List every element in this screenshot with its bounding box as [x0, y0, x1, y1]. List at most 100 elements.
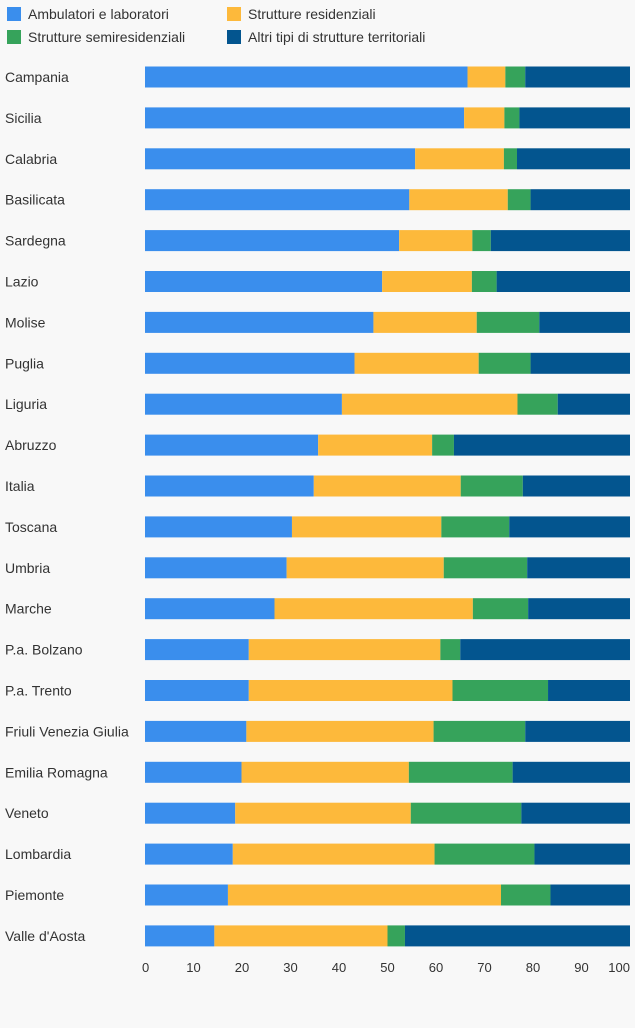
- category-label-basilicata: Basilicata: [5, 192, 65, 208]
- bar-campania-altri-tipi-di-strutture-territoriali: [525, 66, 630, 88]
- bar-row-campania: [145, 66, 630, 88]
- bar-calabria-strutture-semiresidenziali: [503, 148, 517, 170]
- legend-swatch-strutture-semiresidenziali: [7, 30, 21, 44]
- bar-umbria-strutture-residenziali: [286, 557, 444, 579]
- bar-umbria-ambulatori-e-laboratori: [145, 557, 287, 579]
- bar-lombardia-ambulatori-e-laboratori: [145, 843, 233, 865]
- category-label-p-a-bolzano: P.a. Bolzano: [5, 642, 83, 658]
- bar-puglia-strutture-semiresidenziali: [478, 352, 531, 374]
- category-label-valle-d-aosta: Valle d'Aosta: [5, 928, 85, 944]
- bar-puglia-ambulatori-e-laboratori: [145, 352, 355, 374]
- bar-sicilia-strutture-semiresidenziali: [504, 107, 520, 129]
- x-axis-ticks: 0 10 20 30 40 50 60 70 80 90 100: [142, 960, 630, 975]
- bar-row-lombardia: [145, 843, 630, 865]
- category-label-toscana: Toscana: [5, 519, 57, 535]
- bar-row-marche: [145, 598, 630, 620]
- x-tick-label-30: 30: [283, 960, 297, 975]
- category-label-italia: Italia: [5, 478, 35, 494]
- bar-sicilia-ambulatori-e-laboratori: [145, 107, 465, 129]
- bar-row-abruzzo: [145, 434, 630, 456]
- x-tick-label-90: 90: [574, 960, 588, 975]
- bar-abruzzo-altri-tipi-di-strutture-territoriali: [453, 434, 630, 456]
- bar-lazio-strutture-residenziali: [382, 271, 472, 292]
- category-label-campania: Campania: [5, 69, 69, 85]
- bar-row-friuli-venezia-giulia: [145, 720, 630, 742]
- bar-p-a-trento-altri-tipi-di-strutture-territoriali: [548, 680, 630, 701]
- y-axis-labels: Campania Sicilia Calabria Basilicata Sardegn…: [5, 69, 129, 944]
- category-label-abruzzo: Abruzzo: [5, 437, 57, 453]
- bar-p-a-bolzano-strutture-residenziali: [248, 639, 441, 661]
- x-tick-label-100: 100: [608, 960, 630, 975]
- bar-valle-d-aosta-strutture-residenziali: [214, 925, 388, 947]
- category-label-veneto: Veneto: [5, 805, 49, 821]
- bar-row-puglia: [145, 352, 630, 374]
- bar-row-italia: [145, 475, 630, 497]
- bar-italia-strutture-residenziali: [313, 475, 461, 497]
- bar-lazio-strutture-semiresidenziali: [471, 271, 497, 292]
- bar-row-sardegna: [145, 230, 630, 252]
- bar-emilia-romagna-altri-tipi-di-strutture-territoriali: [512, 761, 630, 783]
- legend-label-ambulatori-e-laboratori: Ambulatori e laboratori: [28, 6, 169, 22]
- bar-row-calabria: [145, 148, 630, 170]
- bar-italia-ambulatori-e-laboratori: [145, 475, 314, 497]
- bar-molise-strutture-semiresidenziali: [476, 311, 540, 333]
- x-tick-label-40: 40: [332, 960, 346, 975]
- x-tick-label-80: 80: [526, 960, 540, 975]
- x-tick-label-70: 70: [477, 960, 491, 975]
- bar-calabria-altri-tipi-di-strutture-territoriali: [516, 148, 630, 170]
- bar-italia-strutture-semiresidenziali: [460, 475, 523, 497]
- bar-marche-ambulatori-e-laboratori: [145, 598, 275, 620]
- bar-p-a-trento-strutture-semiresidenziali: [452, 680, 549, 701]
- bar-abruzzo-strutture-semiresidenziali: [432, 434, 454, 456]
- bar-abruzzo-ambulatori-e-laboratori: [145, 434, 319, 456]
- category-label-lombardia: Lombardia: [5, 846, 71, 862]
- bar-campania-ambulatori-e-laboratori: [145, 66, 468, 88]
- bar-sardegna-strutture-residenziali: [399, 230, 473, 252]
- bar-lazio-altri-tipi-di-strutture-territoriali: [496, 271, 630, 292]
- bar-p-a-bolzano-altri-tipi-di-strutture-territoriali: [460, 639, 630, 661]
- legend-label-altri-tipi-di-strutture-territoriali: Altri tipi di strutture territoriali: [248, 29, 425, 45]
- category-label-puglia: Puglia: [5, 355, 44, 371]
- category-label-sicilia: Sicilia: [5, 110, 42, 126]
- bar-row-toscana: [145, 516, 630, 538]
- bar-basilicata-ambulatori-e-laboratori: [145, 189, 410, 211]
- bar-lombardia-altri-tipi-di-strutture-territoriali: [534, 843, 630, 865]
- bar-veneto-ambulatori-e-laboratori: [145, 802, 236, 824]
- category-label-emilia-romagna: Emilia Romagna: [5, 764, 108, 780]
- bar-piemonte-ambulatori-e-laboratori: [145, 884, 228, 906]
- bar-liguria-strutture-semiresidenziali: [517, 393, 558, 415]
- bar-row-valle-d-aosta: [145, 925, 630, 947]
- bar-sardegna-ambulatori-e-laboratori: [145, 230, 400, 252]
- bar-p-a-trento-ambulatori-e-laboratori: [145, 680, 249, 701]
- bar-row-liguria: [145, 393, 630, 415]
- x-tick-label-50: 50: [380, 960, 394, 975]
- bar-toscana-ambulatori-e-laboratori: [145, 516, 292, 538]
- bar-valle-d-aosta-ambulatori-e-laboratori: [145, 925, 215, 947]
- bar-puglia-altri-tipi-di-strutture-territoriali: [530, 352, 630, 374]
- bar-basilicata-strutture-residenziali: [409, 189, 508, 211]
- bar-basilicata-strutture-semiresidenziali: [507, 189, 531, 211]
- bar-lombardia-strutture-residenziali: [232, 843, 435, 865]
- bar-toscana-strutture-residenziali: [291, 516, 442, 538]
- category-label-p-a-trento: P.a. Trento: [5, 683, 72, 699]
- bars: [145, 66, 630, 947]
- bar-row-p-a-trento: [145, 680, 630, 701]
- bar-campania-strutture-residenziali: [467, 66, 506, 88]
- category-label-lazio: Lazio: [5, 274, 39, 290]
- category-label-calabria: Calabria: [5, 151, 57, 167]
- bar-veneto-strutture-semiresidenziali: [410, 802, 522, 824]
- bar-veneto-altri-tipi-di-strutture-territoriali: [521, 802, 630, 824]
- bar-toscana-strutture-semiresidenziali: [441, 516, 510, 538]
- bar-valle-d-aosta-altri-tipi-di-strutture-territoriali: [404, 925, 630, 947]
- legend-swatch-strutture-residenziali: [227, 7, 241, 21]
- bar-piemonte-altri-tipi-di-strutture-territoriali: [550, 884, 630, 906]
- bar-emilia-romagna-strutture-residenziali: [241, 761, 409, 783]
- bar-liguria-ambulatori-e-laboratori: [145, 393, 342, 415]
- bar-molise-strutture-residenziali: [373, 311, 477, 333]
- category-label-friuli-venezia-giulia: Friuli Venezia Giulia: [5, 723, 129, 739]
- bar-friuli-venezia-giulia-strutture-residenziali: [246, 720, 434, 742]
- bar-row-sicilia: [145, 107, 630, 129]
- bar-emilia-romagna-strutture-semiresidenziali: [408, 761, 513, 783]
- bar-lombardia-strutture-semiresidenziali: [434, 843, 535, 865]
